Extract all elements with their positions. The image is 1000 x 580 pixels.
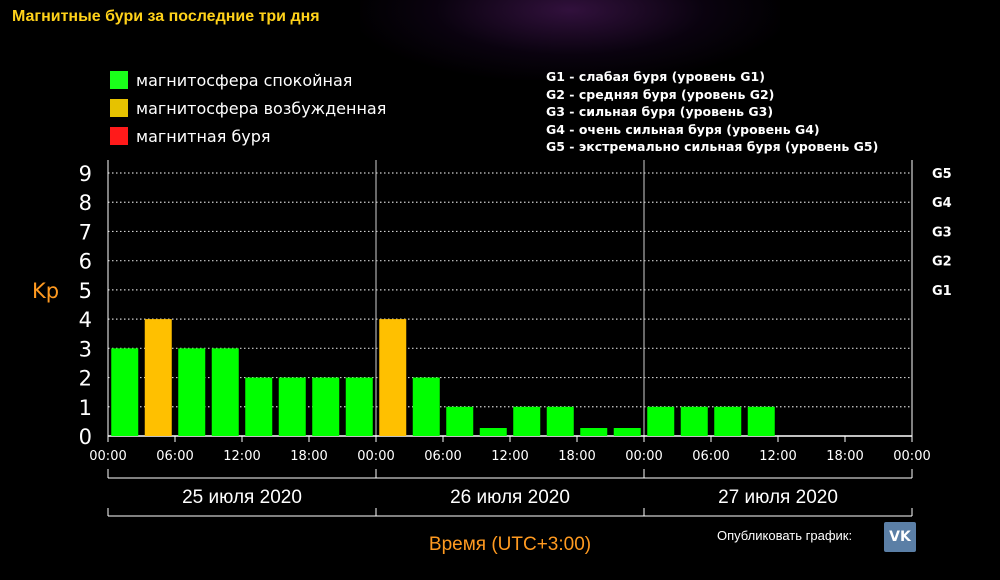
bar — [144, 319, 172, 436]
y-tick-label: 1 — [79, 396, 92, 420]
storm-level-g1: G1 - слабая буря (уровень G1) — [546, 69, 765, 84]
y-tick-label: 8 — [79, 191, 92, 215]
y-tick-label: 7 — [79, 220, 92, 244]
vk-icon: VK — [889, 529, 911, 545]
y-tick-label: 5 — [79, 279, 92, 303]
right-level-label: G1 — [932, 284, 952, 299]
storm-level-g3: G3 - сильная буря (уровень G3) — [546, 104, 774, 119]
x-tick-label: 18:00 — [826, 449, 863, 464]
bar — [178, 348, 206, 436]
x-tick-label: 00:00 — [357, 449, 394, 464]
publish-label: Опубликовать график: — [717, 528, 853, 543]
storm-level-g4: G4 - очень сильная буря (уровень G4) — [546, 121, 820, 137]
bar — [379, 319, 407, 436]
bar — [680, 406, 708, 436]
x-tick-label: 18:00 — [558, 449, 595, 464]
legend-swatch-calm — [110, 71, 128, 89]
legend-label-calm: магнитосфера спокойная — [136, 70, 353, 90]
bar — [747, 406, 775, 436]
legend-swatch-excited — [110, 99, 128, 117]
legend: магнитосфера спокойная магнитосфера возб… — [110, 66, 386, 150]
bar — [647, 406, 675, 436]
bar — [546, 406, 574, 436]
background-glow — [360, 0, 780, 80]
bar — [580, 428, 608, 436]
bar — [245, 377, 273, 436]
legend-swatch-storm — [110, 127, 128, 145]
legend-item-storm: магнитная буря — [110, 122, 386, 150]
x-tick-label: 12:00 — [223, 449, 260, 464]
legend-label-excited: магнитосфера возбужденная — [136, 98, 387, 118]
storm-level-g5: G5 - экстремально сильная буря (уровень … — [546, 139, 879, 154]
bar — [312, 377, 340, 436]
bar — [479, 428, 507, 436]
storm-level-g2: G2 - средняя буря (уровень G2) — [546, 86, 775, 102]
bar — [211, 348, 239, 436]
x-tick-label: 06:00 — [424, 449, 461, 464]
y-tick-label: 9 — [79, 162, 92, 186]
right-level-label: G2 — [932, 255, 952, 270]
day-label: 25 июля 2020 — [182, 487, 302, 508]
bar — [345, 377, 373, 436]
right-level-label: G5 — [932, 167, 952, 182]
day-label: 26 июля 2020 — [450, 487, 570, 508]
x-tick-label: 18:00 — [290, 449, 327, 464]
bar — [412, 377, 440, 436]
y-tick-label: 4 — [79, 308, 92, 332]
page-title: Магнитные бури за последние три дня — [12, 8, 320, 25]
legend-item-calm: магнитосфера спокойная — [110, 66, 386, 94]
bar — [513, 406, 541, 436]
bar — [111, 348, 139, 436]
x-tick-label: 00:00 — [893, 449, 930, 464]
y-tick-label: 3 — [79, 337, 92, 361]
x-tick-label: 12:00 — [491, 449, 528, 464]
x-tick-label: 06:00 — [156, 449, 193, 464]
legend-item-excited: магнитосфера возбужденная — [110, 94, 386, 122]
y-axis-label: Kp — [32, 279, 59, 303]
y-tick-label: 6 — [79, 250, 92, 274]
y-tick-label: 2 — [79, 367, 92, 391]
x-axis-label: Время (UTC+3:00) — [429, 534, 591, 555]
x-tick-label: 12:00 — [759, 449, 796, 464]
x-tick-label: 00:00 — [625, 449, 662, 464]
bar — [613, 428, 641, 436]
x-tick-label: 06:00 — [692, 449, 729, 464]
y-tick-label: 0 — [79, 425, 92, 449]
storm-levels-legend: G1 - слабая буря (уровень G1) G2 - средн… — [546, 68, 878, 156]
x-tick-label: 00:00 — [89, 449, 126, 464]
right-level-label: G4 — [932, 196, 952, 211]
vk-share-button[interactable]: VK — [884, 522, 916, 552]
bar — [278, 377, 306, 436]
bar — [446, 406, 474, 436]
day-label: 27 июля 2020 — [718, 487, 838, 508]
legend-label-storm: магнитная буря — [136, 126, 271, 146]
bar — [714, 406, 742, 436]
right-level-label: G3 — [932, 225, 952, 240]
